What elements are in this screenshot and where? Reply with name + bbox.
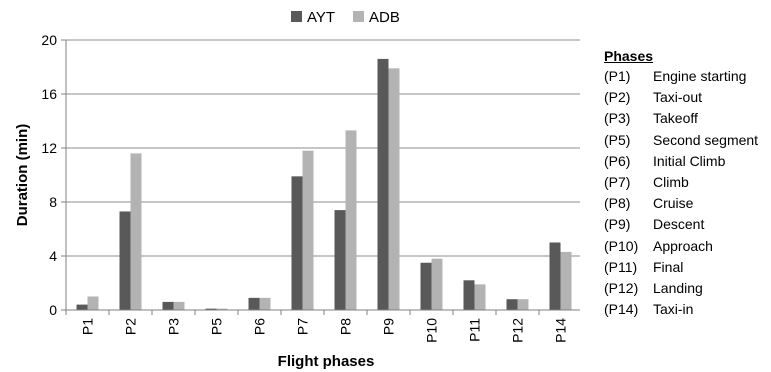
gridlines — [66, 39, 580, 257]
phase-code: (P8) — [604, 195, 631, 212]
bar-adb-p6 — [259, 297, 271, 310]
bar-adb-p7 — [302, 150, 314, 310]
legend-label-ayt: AYT — [307, 9, 335, 26]
phase-name: Taxi-in — [653, 301, 694, 318]
bar-adb-p2 — [130, 153, 142, 310]
bar-adb-p12 — [517, 299, 529, 310]
phase-code: (P14) — [604, 301, 639, 318]
legend: AYT ADB — [291, 9, 400, 26]
phase-code: (P7) — [604, 173, 631, 190]
bar-ayt-p11 — [463, 280, 475, 310]
phase-name: Cruise — [653, 195, 694, 212]
phase-name: Taxi-out — [653, 89, 703, 106]
x-axis-title: Flight phases — [278, 353, 375, 370]
y-tick-label: 4 — [49, 248, 57, 264]
bar-ayt-p14 — [549, 242, 561, 310]
x-tick-label: P2 — [123, 318, 139, 335]
phase-code: (P3) — [604, 110, 631, 127]
phases-table: Phases (P1) Engine starting (P2) Taxi-out (P… — [604, 46, 758, 320]
x-tick-label: P11 — [467, 318, 483, 342]
phase-name: Descent — [653, 216, 705, 233]
phase-code: (P6) — [604, 152, 631, 169]
bar-ayt-p10 — [420, 262, 432, 310]
x-tick-label: P3 — [166, 318, 182, 335]
phase-code: (P9) — [604, 216, 631, 233]
x-tick-label: P12 — [510, 318, 526, 343]
bar-adb-p11 — [474, 284, 486, 310]
phase-row: (P5) Second segment — [604, 130, 758, 151]
phase-row: (P7) Climb — [604, 172, 758, 193]
x-tick-label: P8 — [338, 318, 354, 335]
bar-ayt-p5 — [205, 308, 217, 310]
bars — [76, 58, 572, 311]
phase-name: Second segment — [653, 131, 759, 148]
bar-adb-p5 — [216, 308, 228, 310]
bar-ayt-p2 — [119, 211, 131, 310]
legend-swatch-adb — [353, 11, 364, 22]
legend-swatch-ayt — [291, 11, 302, 22]
phase-row: (P8) Cruise — [604, 193, 758, 214]
x-tick-label: P9 — [381, 318, 397, 335]
phase-name: Final — [653, 258, 684, 275]
phase-row: (P9) Descent — [604, 214, 758, 235]
bar-adb-p14 — [560, 251, 572, 310]
phases-title: Phases — [604, 48, 654, 64]
x-tick-label: P5 — [209, 318, 225, 335]
phase-row: (P11) Final — [604, 257, 758, 278]
phases-list: (P1) Engine starting (P2) Taxi-out (P3) Takeo… — [604, 66, 758, 320]
phase-code: (P5) — [604, 131, 631, 148]
x-tick-label: P1 — [80, 318, 96, 335]
phase-row: (P10) Approach — [604, 236, 758, 257]
phase-row: (P6) Initial Climb — [604, 151, 758, 172]
phase-row: (P2) Taxi-out — [604, 87, 758, 108]
bar-ayt-p8 — [334, 210, 346, 310]
y-tick-label: 20 — [41, 32, 57, 48]
bar-ayt-p1 — [76, 304, 88, 310]
phase-name: Engine starting — [653, 68, 747, 84]
bar-ayt-p9 — [377, 58, 389, 311]
phase-code: (P10) — [604, 237, 639, 254]
phase-row: (P12) Landing — [604, 278, 758, 299]
phase-name: Initial Climb — [653, 152, 726, 169]
y-tick-label: 12 — [41, 140, 57, 156]
x-tick-label: P14 — [553, 318, 569, 343]
phase-name: Takeoff — [653, 110, 698, 127]
bar-adb-p3 — [173, 301, 185, 310]
x-tick-label: P10 — [424, 318, 440, 343]
phase-name: Climb — [653, 173, 689, 190]
phase-name: Landing — [653, 279, 703, 296]
bar-ayt-p6 — [248, 297, 260, 310]
phase-code: (P12) — [604, 279, 639, 296]
y-tick-label: 0 — [49, 302, 57, 318]
phase-row: (P3) Takeoff — [604, 108, 758, 129]
bar-ayt-p7 — [291, 176, 303, 310]
phase-name: Approach — [653, 237, 713, 254]
bar-adb-p1 — [87, 296, 99, 310]
bar-ayt-p12 — [506, 299, 518, 310]
phase-row: (P14) Taxi-in — [604, 299, 758, 320]
bar-ayt-p3 — [162, 301, 174, 310]
phase-row: (P1) Engine starting — [604, 66, 758, 87]
y-tick-label: 8 — [49, 194, 57, 210]
bar-adb-p9 — [388, 68, 400, 310]
phase-code: (P1) — [604, 68, 631, 84]
x-tick-label: P7 — [295, 318, 311, 335]
y-axis-title: Duration (min) — [14, 124, 31, 227]
bar-chart: 0 4 8 12 16 20 P1 P2 P3 P5 P6 P7 P8 P9 P10 P11 P12 P14 AY… — [14, 9, 580, 370]
phase-code: (P11) — [604, 258, 638, 275]
y-tick-label: 16 — [41, 86, 57, 102]
x-tick-label: P6 — [252, 318, 268, 335]
axes: 0 4 8 12 16 20 P1 P2 P3 P5 P6 P7 P8 P9 P10 P11 P12 P14 — [41, 32, 580, 343]
bar-adb-p8 — [345, 130, 357, 310]
bar-adb-p10 — [431, 258, 443, 310]
legend-label-adb: ADB — [369, 9, 400, 26]
phase-code: (P2) — [604, 89, 631, 106]
